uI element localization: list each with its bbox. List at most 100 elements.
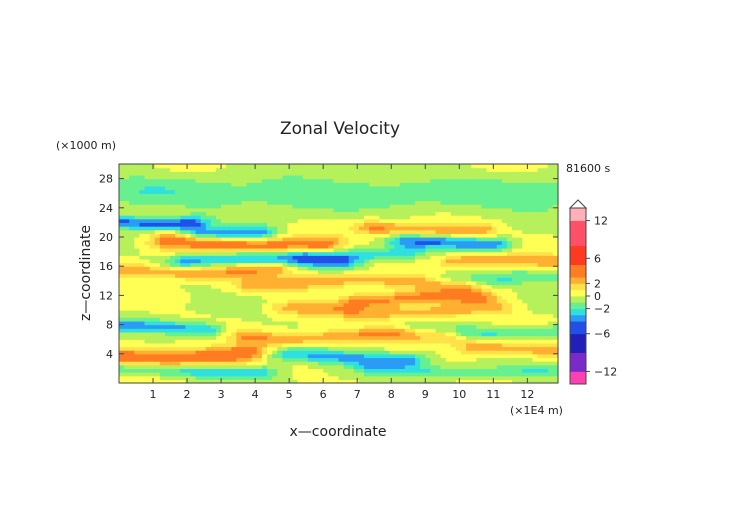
heatmap-cell bbox=[542, 310, 549, 315]
heatmap-cell bbox=[547, 350, 554, 355]
heatmap-cell bbox=[318, 346, 324, 351]
heatmap-cell bbox=[154, 306, 161, 311]
heatmap-cell bbox=[236, 335, 243, 340]
heatmap-cell bbox=[287, 273, 294, 278]
heatmap-cell bbox=[312, 255, 319, 260]
heatmap-cell bbox=[552, 255, 559, 260]
heatmap-cell bbox=[190, 328, 197, 333]
heatmap-cell bbox=[200, 273, 207, 278]
heatmap-cell bbox=[272, 375, 278, 380]
heatmap-cell bbox=[256, 196, 263, 202]
heatmap-cell bbox=[149, 324, 156, 329]
heatmap-cell bbox=[496, 277, 503, 282]
heatmap-cell bbox=[312, 353, 319, 359]
heatmap-cell bbox=[547, 211, 554, 216]
heatmap-cell bbox=[221, 310, 227, 315]
heatmap-cell bbox=[129, 328, 135, 333]
heatmap-cell bbox=[236, 372, 243, 377]
heatmap-cell bbox=[542, 178, 549, 183]
heatmap-cell bbox=[466, 284, 472, 289]
heatmap-cell bbox=[333, 339, 340, 344]
heatmap-cell bbox=[195, 320, 202, 326]
heatmap-cell bbox=[527, 324, 534, 329]
heatmap-cell bbox=[358, 324, 365, 329]
heatmap-cell bbox=[333, 346, 340, 351]
heatmap-cell bbox=[154, 247, 161, 253]
heatmap-cell bbox=[358, 222, 365, 227]
heatmap-cell bbox=[200, 328, 207, 333]
heatmap-cell bbox=[399, 240, 406, 245]
heatmap-cell bbox=[210, 291, 217, 296]
heatmap-cell bbox=[267, 226, 273, 231]
heatmap-cell bbox=[195, 350, 202, 355]
heatmap-cell bbox=[251, 189, 258, 194]
heatmap-cell bbox=[379, 364, 386, 369]
heatmap-cell bbox=[532, 302, 539, 307]
heatmap-cell bbox=[450, 372, 457, 377]
heatmap-cell bbox=[389, 284, 396, 289]
heatmap-cell bbox=[450, 266, 457, 271]
heatmap-cell bbox=[297, 320, 304, 326]
heatmap-cell bbox=[409, 288, 416, 293]
heatmap-cell bbox=[389, 339, 396, 344]
heatmap-cell bbox=[154, 255, 161, 260]
heatmap-cell bbox=[297, 207, 304, 213]
heatmap-cell bbox=[415, 306, 421, 311]
heatmap-cell bbox=[358, 320, 365, 326]
heatmap-cell bbox=[164, 320, 171, 326]
heatmap-cell bbox=[256, 357, 263, 362]
heatmap-cell bbox=[328, 346, 334, 351]
heatmap-cell bbox=[175, 233, 181, 238]
heatmap-cell bbox=[124, 258, 130, 264]
heatmap-cell bbox=[210, 240, 217, 245]
heatmap-cell bbox=[241, 368, 248, 373]
heatmap-cell bbox=[134, 313, 141, 318]
heatmap-cell bbox=[435, 255, 442, 260]
heatmap-cell bbox=[149, 233, 156, 238]
heatmap-cell bbox=[190, 193, 197, 198]
heatmap-cell bbox=[532, 331, 539, 337]
heatmap-cell bbox=[358, 255, 365, 260]
heatmap-cell bbox=[251, 324, 258, 329]
heatmap-cell bbox=[307, 189, 314, 194]
heatmap-cell bbox=[180, 375, 186, 380]
heatmap-cell bbox=[170, 185, 176, 191]
heatmap-cell bbox=[338, 277, 345, 282]
heatmap-cell bbox=[374, 255, 380, 260]
heatmap-cell bbox=[517, 193, 523, 198]
heatmap-cell bbox=[272, 185, 278, 191]
heatmap-cell bbox=[476, 324, 483, 329]
heatmap-cell bbox=[159, 379, 166, 384]
heatmap-cell bbox=[185, 350, 192, 355]
heatmap-cell bbox=[532, 251, 539, 256]
heatmap-cell bbox=[384, 328, 391, 333]
heatmap-cell bbox=[364, 320, 370, 326]
heatmap-cell bbox=[415, 350, 421, 355]
heatmap-cell bbox=[139, 335, 146, 340]
heatmap-cell bbox=[267, 229, 273, 234]
heatmap-cell bbox=[215, 251, 222, 256]
heatmap-cell bbox=[430, 364, 437, 369]
heatmap-cell bbox=[256, 284, 263, 289]
heatmap-cell bbox=[476, 317, 483, 322]
heatmap-cell bbox=[231, 178, 237, 183]
heatmap-cell bbox=[440, 331, 447, 337]
heatmap-cell bbox=[364, 280, 370, 286]
heatmap-cell bbox=[542, 288, 549, 293]
heatmap-cell bbox=[251, 258, 258, 264]
heatmap-cell bbox=[292, 364, 299, 369]
heatmap-cell bbox=[226, 251, 232, 256]
heatmap-cell bbox=[261, 302, 268, 307]
heatmap-cell bbox=[282, 324, 289, 329]
heatmap-cell bbox=[144, 361, 151, 366]
heatmap-cell bbox=[461, 229, 467, 234]
heatmap-cell bbox=[256, 306, 263, 311]
heatmap-cell bbox=[394, 310, 401, 315]
heatmap-cell bbox=[139, 273, 146, 278]
heatmap-cell bbox=[185, 244, 192, 249]
heatmap-cell bbox=[374, 226, 380, 231]
heatmap-cell bbox=[532, 342, 539, 348]
heatmap-cell bbox=[287, 269, 294, 275]
heatmap-cell bbox=[124, 280, 130, 286]
heatmap-cell bbox=[221, 222, 227, 227]
